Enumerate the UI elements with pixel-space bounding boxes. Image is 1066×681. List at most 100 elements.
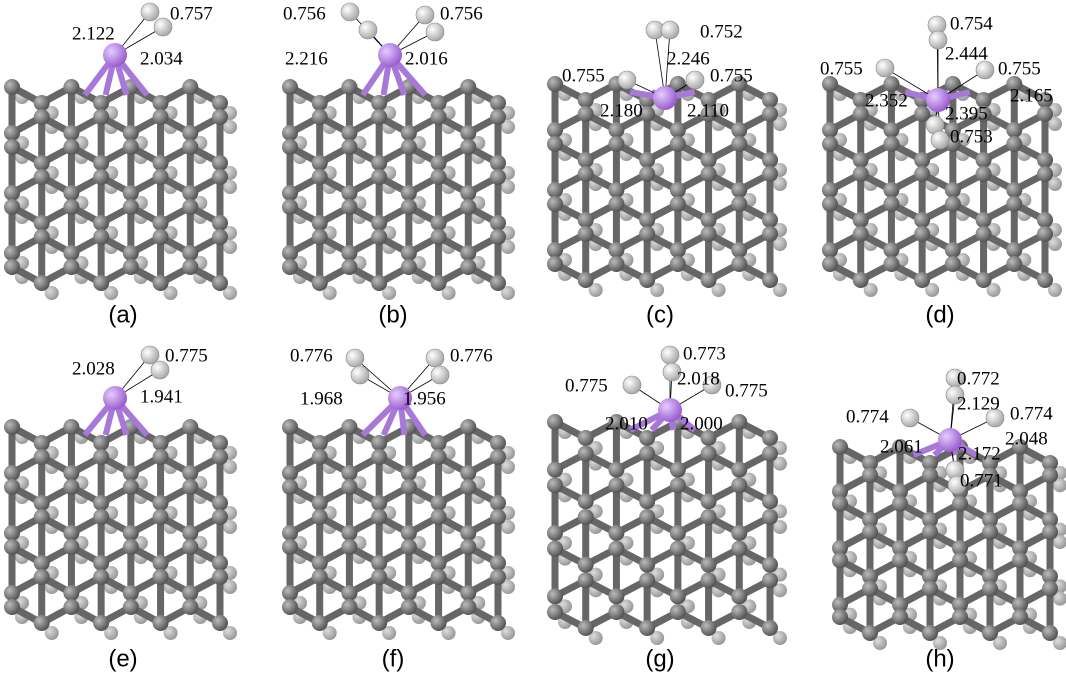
carbon-atom — [700, 493, 717, 510]
back-atom — [1048, 117, 1062, 131]
carbon-atom — [762, 166, 778, 182]
carbon-atom — [182, 259, 199, 275]
back-atom — [501, 626, 515, 640]
carbon-atom — [341, 185, 358, 201]
carbon-atom — [33, 569, 50, 585]
carbon-atom — [639, 572, 656, 589]
back-atom — [588, 283, 603, 297]
carbon-atom — [122, 525, 139, 541]
carbon-atom — [33, 215, 50, 231]
carbon-atom — [282, 539, 298, 555]
carbon-atom — [914, 226, 931, 242]
back-atom — [223, 626, 237, 640]
carbon-atom — [212, 555, 228, 571]
back-atom — [773, 237, 787, 251]
carbon-atom — [490, 449, 506, 465]
carbon-atom — [282, 259, 298, 275]
back-atom — [441, 626, 456, 640]
carbon-atom — [547, 242, 563, 258]
back-atom — [773, 283, 787, 297]
carbon-atom — [922, 524, 938, 540]
carbon-atom — [63, 79, 80, 95]
back-atom — [1053, 478, 1066, 493]
back-atom — [986, 283, 1001, 297]
carbon-atom — [731, 122, 748, 138]
carbon-atom — [33, 95, 50, 111]
carbon-atom — [122, 585, 139, 601]
back-atom — [322, 286, 337, 300]
carbon-atom — [490, 275, 506, 291]
carbon-atom — [460, 465, 477, 481]
carbon-atom — [922, 455, 938, 471]
carbon-atom — [731, 477, 748, 494]
carbon-atom — [892, 483, 908, 500]
bond-length: 2.395 — [945, 103, 988, 124]
carbon-atom — [952, 540, 968, 556]
carbon-atom — [608, 242, 625, 258]
carbon-atom — [63, 139, 80, 155]
h-atom — [945, 385, 965, 405]
carbon-atom — [982, 455, 998, 471]
carbon-atom — [152, 449, 169, 465]
carbon-atom — [832, 439, 848, 455]
h-atom — [702, 375, 722, 395]
carbon-atom — [883, 122, 900, 138]
carbon-atom — [577, 509, 594, 525]
carbon-atom — [4, 245, 20, 261]
carbon-atom — [341, 139, 358, 155]
carbon-atom — [460, 245, 477, 261]
carbon-atom — [460, 585, 477, 601]
carbon-atom — [460, 525, 477, 541]
carbon-atom — [731, 540, 748, 557]
carbon-atom — [311, 449, 328, 465]
carbon-atom — [731, 182, 748, 198]
back-atom — [501, 286, 515, 300]
carbon-atom — [982, 625, 998, 641]
carbon-atom — [122, 125, 139, 141]
carbon-atom — [341, 125, 358, 141]
carbon-atom — [547, 525, 563, 541]
carbon-atom — [400, 465, 417, 481]
carbon-atom — [341, 259, 358, 275]
panel: 0.772 2.129 0.774 0.774 2.048 2.061 2.172 0.771… — [832, 368, 1066, 672]
back-atom — [223, 520, 237, 534]
carbon-atom — [460, 419, 477, 435]
carbon-atom — [1012, 540, 1028, 556]
carbon-atom — [892, 552, 908, 569]
back-atom — [501, 580, 515, 594]
carbon-atom — [63, 465, 80, 481]
back-atom — [382, 626, 397, 640]
carbon-atom — [700, 152, 717, 168]
carbon-atom — [4, 525, 20, 541]
carbon-atom — [608, 182, 625, 198]
carbon-atom — [944, 182, 961, 198]
carbon-atom — [182, 139, 199, 155]
h-atom — [430, 365, 450, 385]
carbon-atom — [547, 122, 563, 138]
carbon-atom — [700, 92, 717, 108]
carbon-atom — [822, 136, 838, 152]
h-atom — [150, 360, 170, 380]
back-atom — [873, 636, 887, 650]
carbon-atom — [63, 599, 80, 615]
carbon-atom — [862, 625, 878, 641]
bond-length: 0.755 — [998, 58, 1041, 79]
carbon-atom — [93, 449, 110, 465]
carbon-atom — [182, 479, 199, 495]
carbon-atom — [93, 109, 110, 125]
carbon-atom — [152, 155, 169, 171]
bond-length: 0.755 — [820, 58, 863, 79]
bond-length: 0.753 — [950, 126, 993, 147]
panel-label: (a) — [108, 301, 137, 328]
carbon-atom — [33, 449, 50, 465]
carbon-atom — [311, 509, 328, 525]
back-atom — [501, 120, 515, 134]
carbon-atom — [182, 419, 199, 435]
carbon-atom — [490, 215, 506, 231]
carbon-atom — [341, 539, 358, 555]
carbon-atom — [639, 106, 656, 122]
h-atom — [425, 22, 445, 42]
carbon-atom — [33, 109, 50, 125]
back-atom — [1053, 535, 1066, 549]
